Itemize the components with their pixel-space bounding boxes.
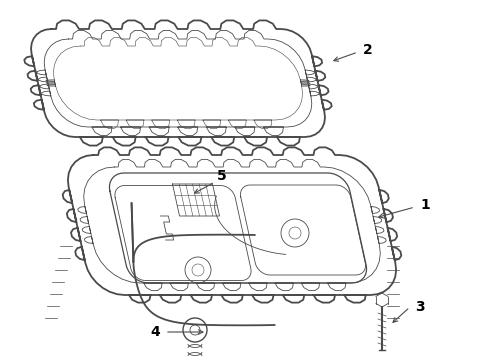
Text: 4: 4 <box>150 325 160 339</box>
Text: 5: 5 <box>217 169 226 183</box>
Text: 3: 3 <box>414 300 424 314</box>
Text: 1: 1 <box>419 198 429 212</box>
Text: 2: 2 <box>363 43 372 57</box>
